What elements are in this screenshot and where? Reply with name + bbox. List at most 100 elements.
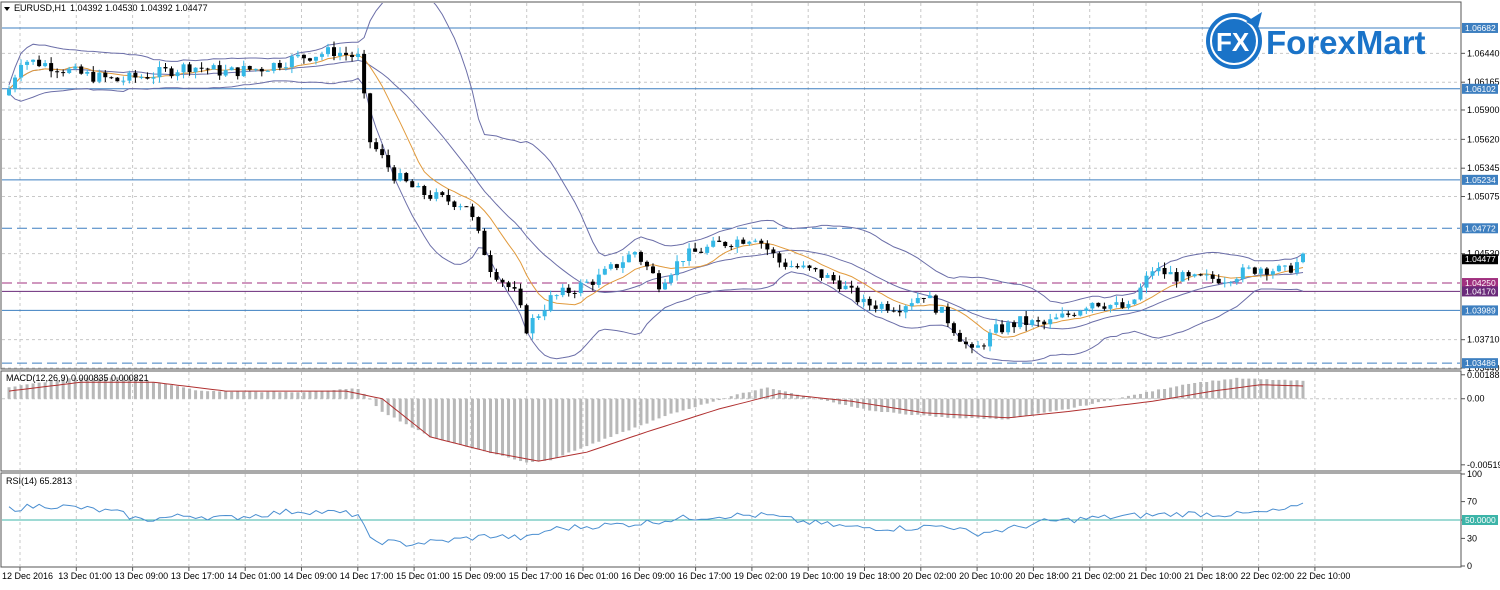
- candle-body: [711, 240, 716, 247]
- price-tick-label: 1.05345: [1467, 163, 1500, 173]
- macd-histogram-bar: [404, 398, 408, 425]
- candle-body: [982, 345, 987, 347]
- macd-histogram-bar: [476, 398, 480, 450]
- macd-signal-line: [8, 381, 1304, 462]
- macd-histogram-bar: [675, 398, 679, 413]
- macd-histogram-bar: [115, 377, 119, 399]
- candle-body: [362, 53, 367, 94]
- macd-histogram-bar: [519, 398, 523, 462]
- macd-histogram-bar: [1120, 397, 1124, 399]
- candle-body: [584, 281, 589, 283]
- candle-body: [422, 186, 427, 196]
- macd-histogram-bar: [416, 398, 420, 431]
- macd-histogram-bar: [1018, 398, 1022, 418]
- candle-body: [1246, 267, 1251, 269]
- candle-body: [1090, 302, 1095, 309]
- candle-body: [626, 254, 631, 263]
- macd-histogram-bar: [1295, 380, 1299, 399]
- candle-body: [97, 72, 102, 82]
- candle-body: [951, 323, 956, 333]
- macd-histogram-bar: [290, 392, 294, 399]
- candle-body: [476, 217, 481, 231]
- candle-body: [223, 70, 228, 76]
- candle-body: [873, 305, 878, 309]
- candle-body: [1114, 302, 1119, 305]
- candle-body: [1072, 314, 1077, 316]
- macd-histogram-bar: [988, 398, 992, 419]
- macd-histogram-bar: [844, 398, 848, 405]
- candle-body: [939, 306, 944, 313]
- candle-body: [368, 93, 373, 143]
- candle-body: [1174, 272, 1179, 282]
- macd-histogram-bar: [795, 394, 799, 399]
- macd-histogram-bar: [1114, 398, 1118, 400]
- candle-body: [644, 261, 649, 267]
- x-tick-label: 21 Dec 18:00: [1184, 571, 1238, 581]
- macd-histogram-bar: [868, 398, 872, 411]
- macd-histogram-bar: [1271, 380, 1275, 399]
- rsi-line: [8, 502, 1304, 547]
- macd-tick-label: 0.00: [1467, 394, 1485, 404]
- price-tick-label: 1.05900: [1467, 105, 1500, 115]
- candle-body: [560, 287, 565, 296]
- macd-histogram-bar: [1066, 398, 1070, 410]
- candle-body: [1222, 282, 1227, 284]
- candle-body: [705, 246, 710, 253]
- candle-body: [313, 56, 318, 61]
- candle-body: [271, 62, 276, 71]
- macd-histogram-bar: [1060, 398, 1064, 410]
- rsi-level-tag: [1462, 515, 1498, 525]
- candle-body: [1180, 272, 1185, 282]
- candle-body: [37, 59, 42, 67]
- macd-histogram-bar: [669, 398, 673, 414]
- level-tag-label: 1.03989: [1465, 305, 1496, 315]
- candle-body: [374, 142, 379, 150]
- macd-histogram-bar: [513, 398, 517, 460]
- candle-body: [524, 305, 529, 334]
- macd-histogram-bar: [230, 391, 234, 399]
- macd-histogram-bar: [832, 398, 836, 403]
- candle-body: [1300, 253, 1305, 263]
- level-tag-label: 1.04250: [1465, 278, 1496, 288]
- macd-histogram-bar: [440, 398, 444, 441]
- macd-histogram-bar: [573, 398, 577, 451]
- rsi-tick-label: 100: [1467, 469, 1482, 479]
- macd-histogram-bar: [206, 391, 210, 399]
- macd-histogram-bar: [1084, 398, 1088, 406]
- candle-body: [963, 341, 968, 345]
- macd-histogram-bar: [579, 398, 583, 449]
- macd-histogram-bar: [1247, 378, 1251, 399]
- candle-body: [632, 252, 637, 255]
- rsi-tick-label: 0: [1467, 561, 1472, 571]
- candle-body: [1186, 272, 1191, 277]
- candle-body: [1054, 317, 1059, 320]
- x-tick-label: 16 Dec 09:00: [621, 571, 675, 581]
- macd-histogram-bar: [705, 398, 709, 404]
- candle-body: [283, 67, 288, 69]
- macd-histogram-bar: [218, 391, 222, 399]
- triangle-down-icon[interactable]: [4, 7, 10, 11]
- macd-histogram-bar: [1138, 393, 1142, 399]
- macd-histogram-bar: [13, 386, 17, 399]
- macd-histogram-bar: [1241, 378, 1245, 399]
- macd-histogram-bar: [807, 396, 811, 399]
- macd-histogram-bar: [1169, 387, 1173, 399]
- candle-body: [518, 288, 523, 306]
- candle-body: [831, 274, 836, 281]
- macd-histogram-bar: [1193, 382, 1197, 399]
- candle-body: [506, 282, 511, 288]
- macd-histogram-bar: [591, 398, 595, 444]
- candle-body: [729, 246, 734, 248]
- macd-histogram-bar: [350, 388, 354, 399]
- candle-body: [404, 173, 409, 182]
- macd-histogram-bar: [880, 398, 884, 412]
- x-tick-label: 16 Dec 01:00: [565, 571, 619, 581]
- macd-histogram-bar: [278, 392, 282, 399]
- candle-body: [608, 264, 613, 269]
- macd-histogram-bar: [801, 395, 805, 399]
- price-panel-frame: [0, 1, 1462, 370]
- macd-histogram-bar: [368, 398, 372, 400]
- bollinger-upper: [8, 3, 1304, 304]
- candle-body: [1012, 322, 1017, 328]
- candle-body: [1192, 274, 1197, 277]
